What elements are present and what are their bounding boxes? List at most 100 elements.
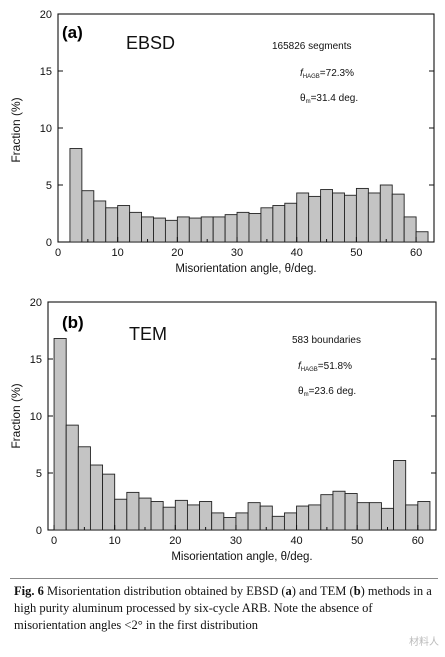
histogram-bar [417,501,431,531]
bars [53,338,431,531]
caption-text-2: ) and TEM ( [291,584,354,598]
x-tick-label: 0 [51,535,57,547]
histogram-bar [164,219,178,243]
histogram-bar [141,216,154,243]
histogram-bar [236,211,250,243]
f-value: =51.8% [318,361,352,372]
caption-text-1: Misorientation distribution obtained by … [43,584,286,598]
method-label: TEM [129,324,167,344]
caption-a-label: a [285,584,292,598]
histogram-bar [211,512,225,531]
theta-subscript: m [304,392,309,398]
histogram-bar [367,192,381,243]
histogram-bar [355,187,369,243]
histogram-bar [356,502,370,531]
theta-symbol: θ [298,386,304,397]
watermark: 材料人 [409,637,439,648]
histogram-bar [235,512,249,531]
histogram-bar [320,494,334,531]
x-tick-label: 30 [231,247,243,259]
x-tick-label: 40 [290,535,302,547]
x-tick-label: 60 [412,535,424,547]
histogram-bar [114,498,128,531]
ticks: 0 10 20 30 40 50 60 0 5 10 15 20 [40,9,434,259]
histogram-bar [126,491,140,531]
theta-m-annotation: θm=23.6 deg. [298,386,356,398]
histogram-bar [259,505,273,531]
histogram-bar [380,507,395,531]
histogram-bar [200,216,214,243]
histogram-bar [69,148,83,243]
x-tick-label: 50 [350,247,362,259]
x-tick-label: 0 [55,247,61,259]
f-symbol: f [298,361,302,372]
histogram-bar [129,211,143,243]
x-tick-label: 30 [230,535,242,547]
histogram-bar [247,502,261,531]
y-tick-label: 20 [40,9,52,21]
histogram-bar [176,216,190,243]
y-tick-label: 15 [30,354,42,366]
panel-letter: (b) [62,313,84,332]
histogram-bar [77,446,91,531]
histogram-bar [174,499,188,531]
y-tick-label: 5 [36,468,42,480]
histogram-bar [224,214,238,243]
histogram-bar [296,192,310,243]
f-subscript: HAGB [303,74,320,80]
histogram-bar [102,473,116,531]
theta-subscript: m [306,99,311,105]
histogram-bar [117,205,131,243]
theta-value: =23.6 deg. [309,386,357,397]
f-hagb-annotation: fHAGB=72.3% [300,68,354,80]
y-axis-label: Fraction (%) [9,97,23,162]
histogram-bar [332,192,345,243]
caption-fig-label: Fig. 6 [14,584,44,598]
y-tick-label: 5 [46,180,52,192]
histogram-bar [153,217,166,243]
figure-caption: Fig. 6 Misorientation distribution obtai… [14,583,438,634]
histogram-bar [138,497,152,531]
histogram-bar [391,193,405,243]
histogram-bar [308,195,322,243]
histogram-bar [199,501,213,531]
histogram-bar [308,504,322,531]
ticks: 0 10 20 30 40 50 60 0 5 10 15 20 [30,297,436,547]
histogram-bar [150,501,164,531]
histogram-bar [188,217,202,243]
x-tick-label: 40 [291,247,303,259]
x-tick-label: 10 [112,247,124,259]
theta-m-annotation: θm=31.4 deg. [300,93,358,105]
y-axis-label: Fraction (%) [9,383,23,448]
x-tick-label: 20 [171,247,183,259]
y-tick-label: 0 [36,525,42,537]
histogram-bar [320,189,333,243]
f-value: =72.3% [320,68,354,79]
histogram-bar [415,231,429,243]
histogram-bar [248,213,262,243]
histogram-bar [344,194,357,243]
x-tick-label: 10 [109,535,121,547]
x-tick-label: 50 [351,535,363,547]
f-subscript: HAGB [301,367,318,373]
x-axis-label: Misorientation angle, θ/deg. [175,263,316,275]
histogram-bar [223,517,237,531]
boundary-count: 583 boundaries [292,335,361,346]
histogram-bar [344,493,358,531]
theta-symbol: θ [300,93,306,104]
histogram-bar [405,504,419,531]
bars [69,148,429,243]
histogram-bar [105,207,119,243]
method-label: EBSD [126,33,175,53]
y-tick-label: 10 [30,411,42,423]
histogram-bar [162,506,176,531]
y-tick-label: 20 [30,297,42,309]
histogram-bar [379,184,393,243]
y-tick-label: 10 [40,123,52,135]
histogram-bar [296,505,310,531]
histogram-bar [393,460,407,531]
histogram-bar [284,202,298,243]
histogram-bar [272,205,286,243]
histogram-bar [89,464,104,531]
